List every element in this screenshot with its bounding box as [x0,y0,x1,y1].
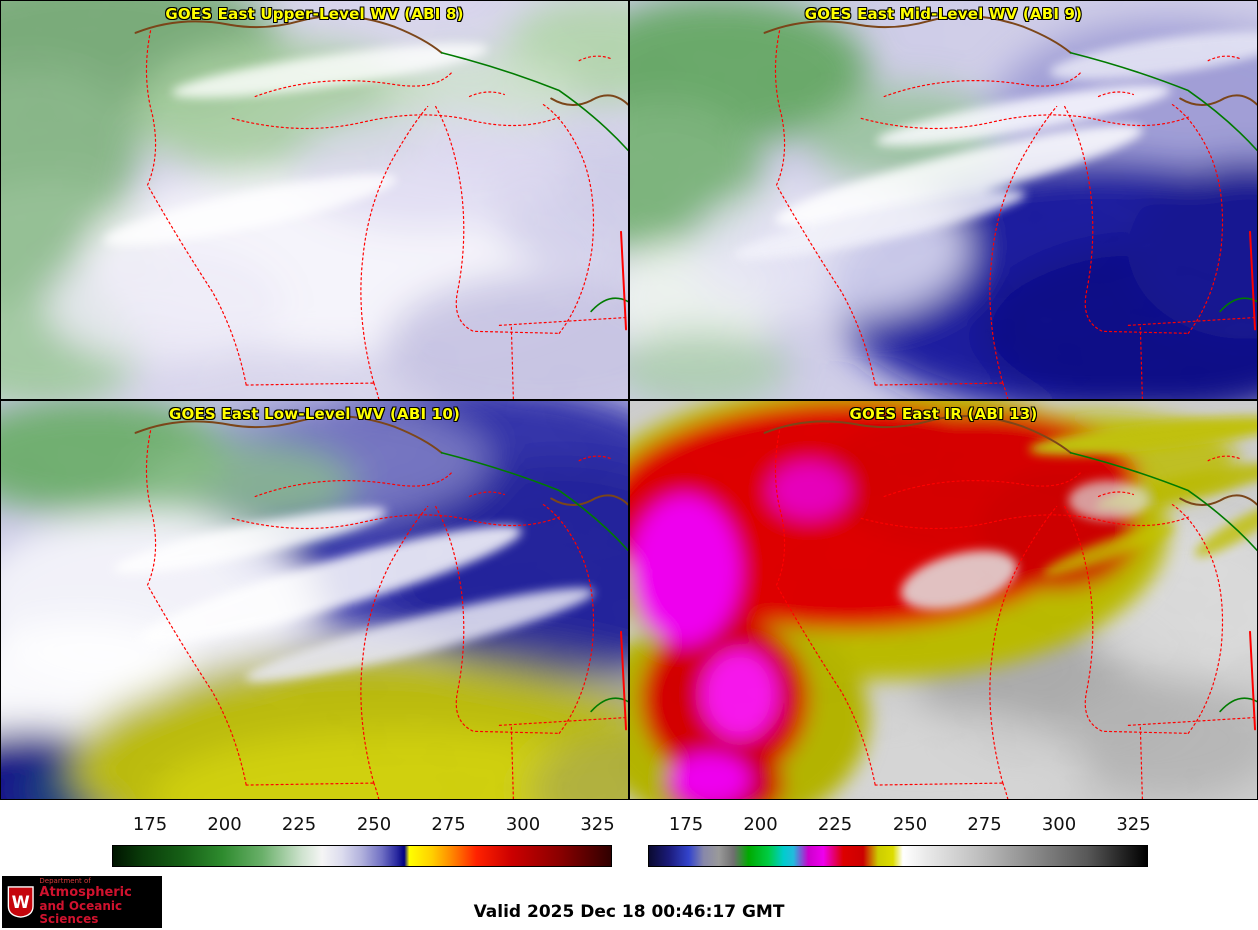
mid-level-wv-satellite-image [630,1,1257,399]
ir-colorbar [648,845,1148,867]
uw-crest-letter: W [12,893,30,912]
ir-tick-label: 250 [892,814,928,835]
panel-title-ir: GOES East IR (ABI 13) [849,405,1038,423]
logo-dept-line: Department of [39,876,91,885]
upper-level-wv-satellite-image [1,1,628,399]
wv-tick-label: 275 [431,814,466,835]
ir-tick-label: 225 [817,814,853,835]
uw-aos-logo: W Department of Atmospheric and Oceanic … [2,876,162,928]
wv-tick-label: 175 [132,814,168,835]
wv-tick-label: 300 [505,814,541,835]
satellite-quad-grid: GOES East Upper-Level WV (ABI 8) [0,0,1258,800]
logo-text-block: Department of Atmospheric and Oceanic Sc… [39,876,157,926]
ir-tick-label: 275 [967,814,1002,835]
panel-title-mid-level-wv: GOES East Mid-Level WV (ABI 9) [804,5,1083,23]
ir-tick-label: 200 [743,814,778,835]
ir-satellite-image [630,401,1257,799]
ir-colorbar-ticks: 175 200 225 250 275 300 325 [648,814,1151,838]
wv-tick-label: 225 [281,814,317,835]
wv-tick-label: 250 [356,814,392,835]
panel-ir: GOES East IR (ABI 13) [630,401,1257,799]
ir-tick-label: 300 [1041,814,1077,835]
panel-mid-level-wv: GOES East Mid-Level WV (ABI 9) [630,1,1257,399]
panel-low-level-wv: GOES East Low-Level WV (ABI 10) [1,401,628,799]
wv-colorbar-ticks: 175 200 225 250 275 300 325 [112,814,615,838]
panel-title-low-level-wv: GOES East Low-Level WV (ABI 10) [168,405,461,423]
wv-tick-label: 200 [207,814,242,835]
uw-crest-icon: W [7,886,34,918]
wv-tick-label: 325 [580,814,615,835]
logo-oceanic-line: and Oceanic Sciences [39,898,123,926]
ir-tick-label: 325 [1116,814,1151,835]
ir-tick-label: 175 [668,814,704,835]
wv-colorbar [112,845,612,867]
panel-upper-level-wv: GOES East Upper-Level WV (ABI 8) [1,1,628,399]
valid-time-label: Valid 2025 Dec 18 00:46:17 GMT [473,902,785,922]
panel-title-upper-level-wv: GOES East Upper-Level WV (ABI 8) [165,5,464,23]
logo-atmospheric-line: Atmospheric [39,884,132,900]
low-level-wv-satellite-image [1,401,628,799]
